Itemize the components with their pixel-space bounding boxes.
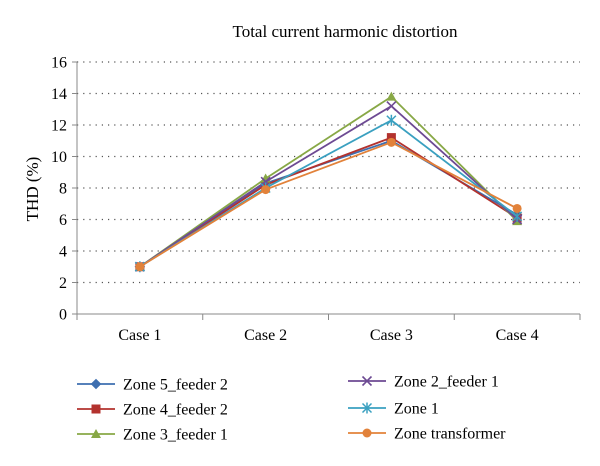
y-tick-label: 12: [51, 118, 67, 135]
y-tick-label: 8: [59, 181, 67, 198]
legend-item: Zone transformer: [348, 426, 506, 443]
legend-label: Zone 4_feeder 2: [123, 402, 228, 419]
legend-marker: [362, 428, 372, 438]
legend-item: Zone 2_feeder 1: [348, 374, 499, 391]
y-tick-label: 14: [51, 86, 67, 103]
legend: Zone 5_feeder 2 Zone 4_feeder 2 Zone 3_fee…: [77, 374, 506, 444]
x-tick-label: Case 3: [370, 327, 413, 344]
y-tick-label: 2: [59, 275, 67, 292]
legend-label: Zone 2_feeder 1: [394, 374, 499, 391]
data-point: [386, 91, 397, 101]
data-point: [135, 262, 145, 272]
data-point: [386, 114, 397, 126]
series-group: [134, 91, 523, 273]
data-point: [386, 101, 397, 112]
y-tick-label: 16: [51, 55, 67, 72]
legend-label: Zone 5_feeder 2: [123, 377, 228, 394]
legend-item: Zone 5_feeder 2: [77, 377, 228, 394]
y-axis-label: THD (%): [23, 157, 42, 222]
data-point: [261, 185, 271, 195]
gridlines: [77, 61, 580, 284]
legend-item: Zone 3_feeder 1: [77, 427, 228, 444]
series-line: [139, 95, 518, 268]
data-point: [512, 203, 522, 213]
x-marker-stroke: [361, 375, 373, 387]
x-marker-stroke: [386, 101, 397, 112]
legend-marker: [91, 404, 101, 414]
legend-item: Zone 4_feeder 2: [77, 402, 228, 419]
legend-marker: [91, 429, 101, 438]
series-line: [139, 119, 518, 268]
y-tick-label: 4: [59, 244, 67, 261]
legend-marker: [90, 378, 102, 390]
y-tick-label: 6: [59, 212, 67, 229]
legend-marker: [361, 402, 373, 414]
y-tick-labels: 0 2 4 6 8 10 12 14 16: [51, 55, 67, 324]
series-line: [139, 104, 518, 268]
y-tick-label: 10: [51, 149, 67, 166]
x-tick-label: Case 2: [244, 327, 287, 344]
chart-title: Total current harmonic distortion: [233, 22, 458, 41]
legend-label: Zone 3_feeder 1: [123, 427, 228, 444]
series-line: [139, 136, 518, 268]
x-tick-label: Case 1: [118, 327, 161, 344]
series-line: [139, 139, 518, 268]
series-line: [139, 141, 518, 268]
legend-label: Zone transformer: [394, 426, 506, 443]
data-point: [386, 137, 396, 147]
legend-label: Zone 1: [394, 401, 439, 418]
axes: [72, 61, 581, 320]
data-point: [386, 133, 396, 143]
y-tick-label: 0: [59, 307, 67, 324]
x-tick-label: Case 4: [496, 327, 539, 344]
legend-marker: [361, 375, 373, 387]
x-tick-labels: Case 1 Case 2 Case 3 Case 4: [118, 327, 538, 344]
legend-item: Zone 1: [348, 401, 439, 418]
